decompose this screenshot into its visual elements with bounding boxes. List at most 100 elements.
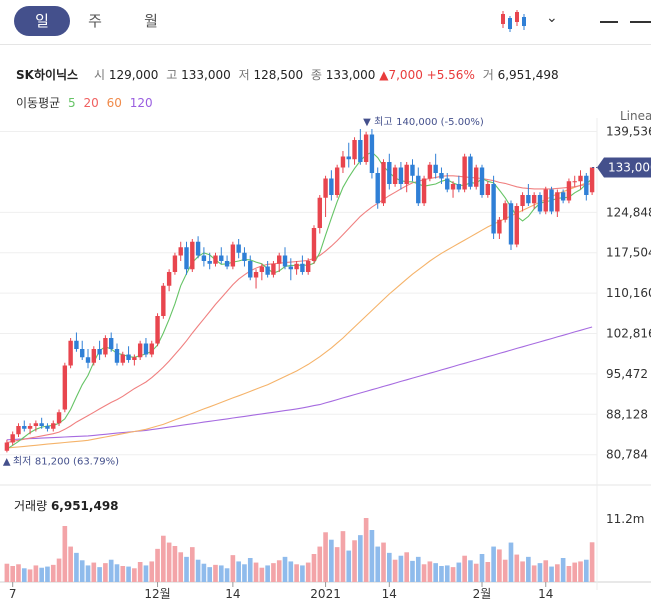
x-tick-label: 2월 — [473, 587, 492, 601]
candle-body — [589, 167, 595, 193]
volume-bar — [201, 563, 207, 582]
low-annotation-value: 81,200 (63.79%) — [35, 456, 119, 467]
volume-bar — [537, 563, 543, 582]
candle-body — [80, 349, 85, 358]
candle-body — [479, 167, 485, 195]
volume-bar — [369, 530, 375, 582]
volume-bar — [27, 569, 33, 582]
current-price-tag — [597, 157, 651, 178]
volume-bar — [79, 560, 85, 582]
candle-body — [224, 261, 230, 267]
x-tick-label: 7 — [9, 587, 17, 601]
candle-body — [207, 261, 212, 264]
volume-bar — [514, 554, 520, 582]
y-tick-label: 102,816 — [606, 327, 651, 341]
tab-day[interactable]: 일 — [14, 6, 70, 36]
close-price: 133,000 — [325, 68, 376, 82]
candle-body — [91, 349, 97, 363]
ma60-legend: 60 — [106, 96, 122, 110]
scale-mode-label[interactable]: Linear — [620, 109, 651, 123]
volume-bar — [456, 562, 462, 582]
candle-body — [213, 255, 218, 264]
volume-bar — [543, 560, 549, 582]
volume-bar — [555, 564, 560, 582]
volume-bar — [172, 546, 178, 582]
volume-bar — [520, 561, 525, 582]
candle-body — [334, 167, 340, 195]
candle-body — [137, 343, 143, 358]
volume-bar — [323, 532, 328, 582]
candle-body — [537, 195, 543, 212]
candle-body — [236, 244, 241, 253]
candle-body — [294, 263, 299, 270]
chart-type-dropdown-chevron-icon[interactable]: ⌄ — [546, 10, 558, 26]
candle-body — [172, 255, 178, 272]
tab-month[interactable]: 월 — [144, 12, 158, 30]
high-price: 133,000 — [181, 68, 231, 82]
current-price-label: 133,000 — [608, 161, 651, 175]
volume-bar — [114, 564, 120, 582]
low-annotation-label: 최저 — [13, 455, 31, 467]
high-annotation-label: 최고 — [374, 116, 392, 128]
candle-body — [74, 340, 79, 349]
volume-bar — [178, 552, 184, 582]
volume-bar — [502, 559, 508, 582]
candle-body — [277, 255, 282, 264]
volume-bar — [68, 546, 73, 582]
volume-bar — [126, 566, 131, 582]
volume-bar — [143, 565, 149, 582]
moving-average-legend[interactable]: 이동평균 5 20 60 120 — [16, 94, 157, 111]
more-menu-icon[interactable] — [630, 21, 651, 23]
candle-body — [62, 365, 68, 410]
low-price: 128,500 — [253, 68, 304, 82]
candle-body — [375, 173, 380, 204]
volume-bar — [108, 559, 114, 582]
candle-body — [288, 266, 294, 270]
candle-body — [219, 255, 224, 261]
volume-bar — [317, 546, 323, 582]
volume-bar — [74, 552, 79, 582]
indicator-menu-icon[interactable] — [600, 21, 618, 23]
volume-bar — [137, 562, 143, 582]
candle-body — [33, 423, 39, 426]
volume-bar — [276, 560, 282, 582]
candle-body — [439, 173, 444, 179]
candle-body — [474, 167, 479, 187]
candle-body — [155, 316, 160, 344]
ma20-line — [6, 175, 593, 444]
x-tick-label: 14 — [382, 587, 397, 601]
candle-body — [485, 184, 491, 195]
tab-week[interactable]: 주 — [88, 12, 102, 30]
candle-body — [497, 219, 502, 234]
candle-body — [456, 184, 462, 190]
volume-bar — [253, 562, 259, 582]
volume-bar — [450, 567, 456, 582]
x-tick-label: 2021 — [310, 587, 341, 601]
candle-body — [421, 178, 427, 204]
volume-bar — [375, 546, 381, 582]
x-tick-label: 14 — [225, 587, 240, 601]
candle-body — [16, 426, 21, 435]
ma-legend-title: 이동평균 — [16, 96, 61, 110]
volume-bar — [473, 563, 479, 582]
volume-bar — [271, 563, 276, 582]
candle-body — [416, 175, 421, 204]
candlestick-chart-icon[interactable] — [499, 8, 529, 34]
volume-bar — [398, 555, 404, 582]
candle-body — [51, 423, 56, 429]
volume-panel-header: 거래량 6,951,498 — [14, 497, 119, 514]
volume-bar — [242, 564, 247, 582]
low-annotation-arrow-icon: ▲ — [3, 456, 11, 467]
volume-bar — [439, 566, 444, 582]
candle-body — [230, 244, 236, 267]
candle-body — [10, 434, 15, 443]
volume-bar — [305, 562, 311, 582]
candle-body — [520, 195, 525, 206]
candle-body — [387, 162, 392, 184]
volume-bar — [103, 563, 108, 582]
candle-body — [340, 156, 346, 168]
open-price: 129,000 — [108, 68, 159, 82]
volume-bar — [166, 542, 172, 582]
candle-body — [555, 192, 560, 212]
